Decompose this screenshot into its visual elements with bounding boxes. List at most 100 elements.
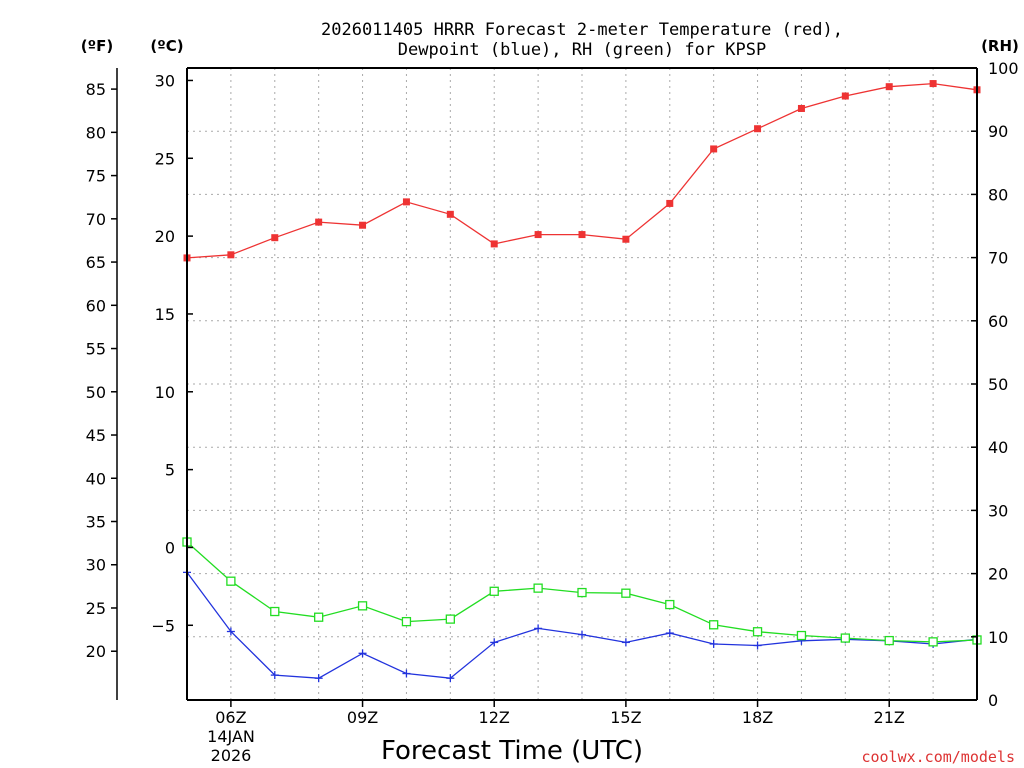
dewpoint-point — [314, 674, 323, 683]
2-meter-temperature-point — [841, 92, 849, 100]
fahrenheit-tick-label: 50 — [86, 383, 106, 402]
celsius-tick-label: 25 — [155, 149, 175, 168]
2-meter-temperature-point — [271, 234, 279, 242]
2-meter-temperature-point — [446, 210, 454, 218]
series-layer — [182, 80, 982, 683]
celsius-tick-label: −5 — [151, 616, 175, 635]
dewpoint-point — [709, 639, 718, 648]
grid-layer — [186, 67, 978, 701]
2-meter-temperature-point — [622, 235, 630, 243]
fahrenheit-tick-label: 60 — [86, 296, 106, 315]
2-meter-temperature-point — [227, 251, 235, 259]
rh-point — [928, 637, 938, 647]
rh-point — [621, 588, 631, 598]
rh-point — [533, 583, 543, 593]
watermark: coolwx.com/models — [861, 748, 1015, 766]
rh-tick-label: 30 — [988, 501, 1008, 520]
rh-point — [665, 599, 675, 610]
x-tick-label: 18Z — [742, 708, 773, 727]
dewpoint-point — [270, 671, 279, 680]
dewpoint-point — [578, 630, 586, 639]
rh-tick-label: 90 — [988, 122, 1008, 141]
frame-layer — [116, 67, 978, 701]
dewpoint-point — [753, 641, 762, 650]
2-meter-temperature-point — [359, 221, 367, 229]
rh-tick-label: 0 — [988, 691, 998, 710]
2-meter-temperature-point — [490, 240, 498, 248]
celsius-tick-label: 5 — [165, 461, 175, 480]
rh-tick-label: 20 — [988, 565, 1008, 584]
2-meter-temperature-point — [797, 104, 805, 112]
dewpoint-point — [534, 624, 543, 633]
rh-tick-label: 10 — [988, 628, 1008, 647]
date-label-day: 14JAN — [207, 727, 255, 746]
x-tick-label: 15Z — [610, 708, 641, 727]
celsius-tick-label: 20 — [155, 227, 175, 246]
rh-point — [796, 630, 807, 641]
rh-point — [357, 601, 368, 611]
rh-point — [226, 576, 236, 586]
rh-tick-label: 40 — [988, 438, 1008, 457]
2-meter-temperature-point — [754, 125, 762, 133]
chart-title-line1: 2026011405 HRRR Forecast 2-meter Tempera… — [321, 20, 843, 40]
x-tick-label: 06Z — [215, 708, 246, 727]
fahrenheit-tick-label: 75 — [86, 167, 106, 186]
rh-point — [314, 612, 324, 622]
celsius-tick-label: 15 — [155, 305, 175, 324]
rh-tick-label: 70 — [988, 249, 1008, 268]
fahrenheit-tick-label: 55 — [86, 340, 106, 359]
fahrenheit-tick-label: 25 — [86, 599, 106, 618]
tick-layer: 06Z 09Z 12Z 15Z 18Z 21Z302520151050−585807570… — [86, 59, 1019, 727]
2-meter-temperature-point — [929, 80, 937, 88]
fahrenheit-tick-label: 80 — [86, 123, 106, 142]
rh-point — [401, 616, 412, 627]
rh-tick-label: 60 — [988, 312, 1008, 331]
rh-point — [840, 633, 850, 643]
rh-point — [445, 614, 455, 624]
2-meter-temperature-point — [578, 231, 586, 239]
fahrenheit-tick-label: 35 — [86, 513, 106, 532]
dewpoint-point — [621, 638, 630, 647]
chart-title-line2: Dewpoint (blue), RH (green) for KPSP — [398, 40, 766, 60]
celsius-tick-label: 0 — [165, 538, 175, 557]
rh-point — [270, 606, 280, 617]
fahrenheit-tick-label: 40 — [86, 469, 106, 488]
rh-axis-label: (RH) — [981, 37, 1019, 55]
celsius-axis-label: (ºC) — [150, 37, 183, 55]
2-meter-temperature-point — [885, 83, 893, 91]
x-tick-label: 21Z — [874, 708, 905, 727]
2-meter-temperature-point — [666, 199, 674, 207]
x-tick-label: 12Z — [479, 708, 510, 727]
rh-tick-label: 100 — [988, 59, 1019, 78]
date-label-year: 2026 — [211, 746, 252, 765]
dewpoint-point — [490, 638, 499, 647]
rh-point — [489, 586, 499, 596]
x-axis-title: Forecast Time (UTC) — [381, 736, 643, 766]
fahrenheit-tick-label: 20 — [86, 642, 106, 661]
2-meter-temperature-point — [534, 231, 542, 239]
fahrenheit-tick-label: 45 — [86, 426, 106, 445]
fahrenheit-axis-label: (ºF) — [81, 37, 113, 55]
rh-point — [884, 635, 894, 646]
rh-point — [577, 587, 587, 598]
2-meter-temperature-point — [710, 145, 718, 153]
dewpoint-point — [402, 669, 411, 678]
rh-point — [752, 627, 763, 637]
rh-point — [709, 620, 719, 630]
dewpoint-point — [446, 674, 455, 683]
2-meter-temperature-point — [315, 218, 323, 226]
rh-tick-label: 50 — [988, 375, 1008, 394]
celsius-tick-label: 30 — [155, 71, 175, 90]
dewpoint-point — [226, 627, 235, 636]
rh-tick-label: 80 — [988, 185, 1008, 204]
dewpoint-point — [358, 649, 367, 658]
2-meter-temperature-point — [402, 198, 410, 206]
dewpoint-point — [665, 629, 674, 638]
x-tick-label: 09Z — [347, 708, 378, 727]
fahrenheit-tick-label: 30 — [86, 556, 106, 575]
fahrenheit-tick-label: 65 — [86, 253, 106, 272]
celsius-tick-label: 10 — [155, 383, 175, 402]
fahrenheit-tick-label: 85 — [86, 80, 106, 99]
fahrenheit-tick-label: 70 — [86, 210, 106, 229]
